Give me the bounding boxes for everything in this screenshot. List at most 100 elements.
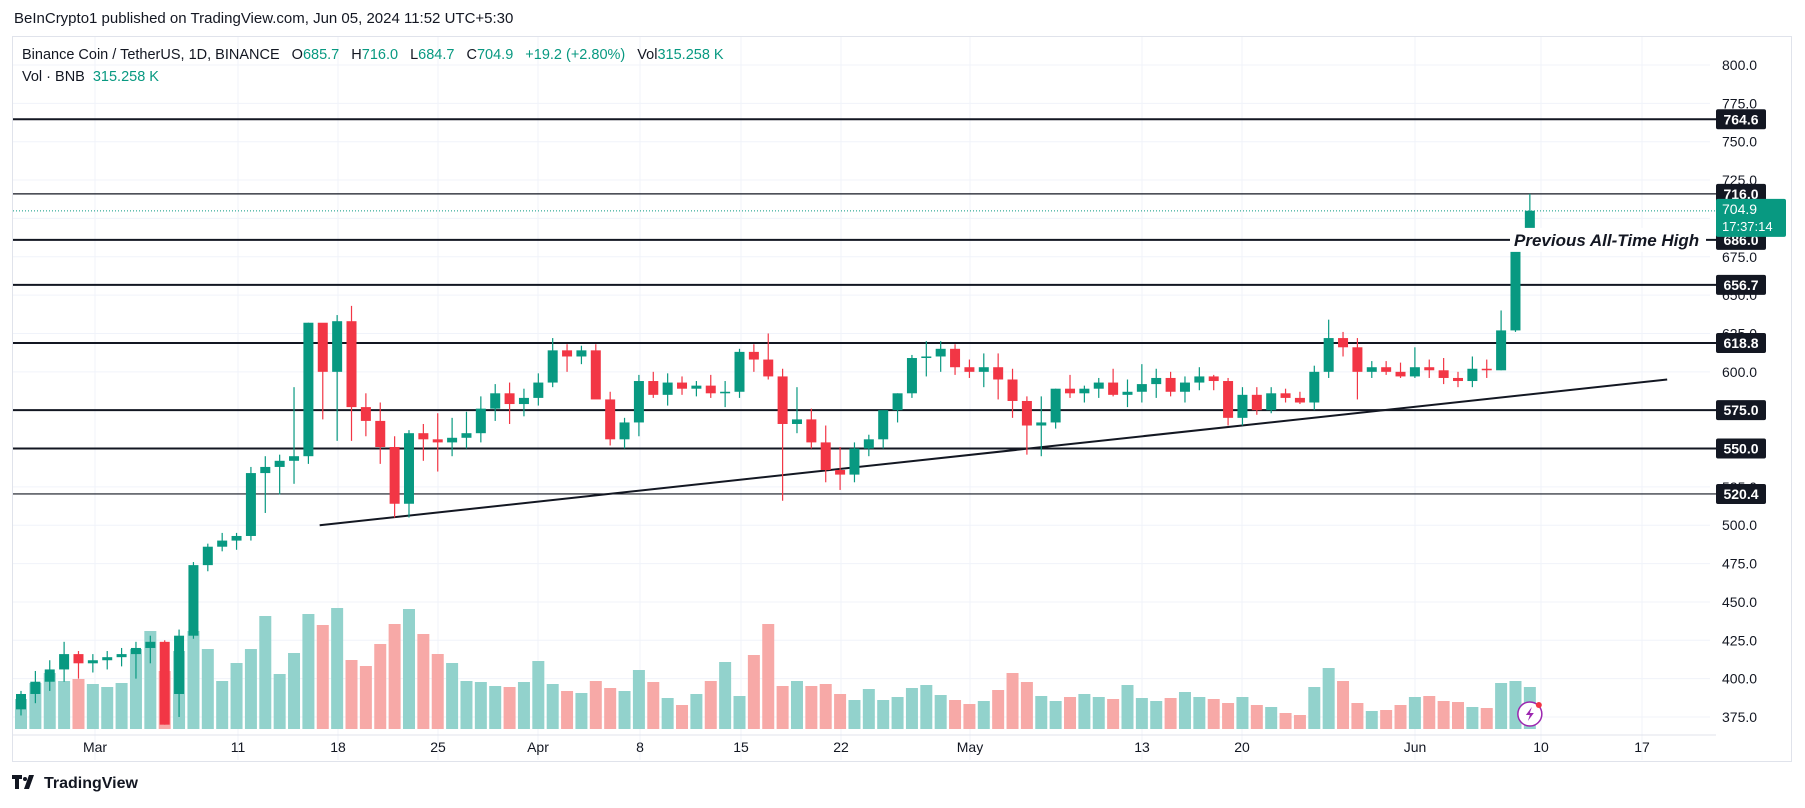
volume-series-label[interactable]: Vol · BNB	[22, 69, 85, 85]
level-tag-bg	[1716, 332, 1766, 353]
volume-bar	[1452, 702, 1464, 729]
candle-body	[174, 635, 185, 694]
annotation-bg	[1510, 227, 1706, 252]
candle-body	[260, 466, 271, 474]
symbol-legend: Binance Coin / TetherUS, 1D, BINANCE O68…	[22, 44, 732, 88]
volume-bar	[891, 697, 904, 729]
level-tag-label: 716.0	[1723, 186, 1758, 202]
candle-body	[1065, 388, 1076, 394]
volume-bar	[1207, 699, 1220, 729]
candle-body	[1409, 367, 1420, 377]
candle-body	[1007, 379, 1018, 401]
legend-row-price: Binance Coin / TetherUS, 1D, BINANCE O68…	[22, 44, 732, 66]
x-tick-label: 25	[430, 739, 446, 755]
candle-body	[921, 356, 932, 359]
volume-bar	[129, 649, 142, 729]
candle-body	[892, 393, 903, 411]
candle-body	[1165, 377, 1176, 392]
volume-bar	[905, 688, 918, 729]
tradingview-logo-icon	[12, 775, 38, 793]
candle-body	[605, 399, 616, 440]
candle-body	[1496, 330, 1507, 371]
candle-body	[1524, 210, 1535, 240]
y-tick-label: 400.0	[1722, 671, 1757, 687]
candle-body	[748, 351, 759, 360]
symbol-name[interactable]: Binance Coin / TetherUS, 1D, BINANCE	[22, 47, 280, 63]
level-tag-label: 520.4	[1723, 486, 1758, 502]
volume-bar	[992, 690, 1005, 729]
candle-body	[820, 442, 831, 471]
candle-body	[418, 433, 429, 440]
candle-body	[576, 350, 587, 357]
volume-bar	[1092, 697, 1105, 729]
volume-bar	[187, 631, 200, 729]
candle-body	[1036, 422, 1047, 426]
volume-value: 315.258 K	[657, 47, 724, 63]
volume-bar	[690, 694, 703, 729]
candle-body	[1179, 382, 1190, 392]
volume-bar	[431, 654, 444, 729]
candle-body	[849, 448, 860, 475]
volume-bar	[1322, 668, 1335, 729]
candle-body	[590, 350, 601, 400]
volume-bar	[1164, 698, 1177, 729]
candle-body	[533, 382, 544, 398]
candle-body	[1079, 388, 1090, 394]
candle-body	[375, 420, 386, 447]
candle-body	[1467, 368, 1478, 382]
candle-body	[1050, 388, 1061, 423]
volume-bar	[474, 682, 487, 729]
level-tag-bg	[1716, 183, 1766, 204]
candle-body	[116, 654, 127, 658]
open-value: 685.7	[302, 47, 340, 63]
x-tick-label: 20	[1234, 739, 1250, 755]
horizontal-levels	[13, 118, 1716, 495]
volume-bar	[216, 681, 229, 729]
level-tag-bg	[1716, 438, 1766, 459]
volume-bar	[446, 663, 459, 729]
volume-bar	[1351, 703, 1364, 729]
volume-bar	[819, 684, 832, 729]
tradingview-footer[interactable]: TradingView	[12, 775, 138, 793]
volume-bar	[1279, 713, 1292, 729]
x-tick-label: 22	[833, 739, 849, 755]
volume-bar	[862, 689, 875, 729]
candle-body	[1251, 394, 1262, 411]
candle-body	[289, 456, 300, 461]
candle-body	[720, 391, 731, 394]
candle-body	[389, 446, 400, 504]
level-tag-bg	[1716, 400, 1766, 421]
candle-body	[964, 367, 975, 372]
volume-bar	[776, 686, 789, 729]
volume-bar	[1064, 697, 1077, 729]
volume-bar	[1035, 696, 1048, 729]
chart-frame[interactable]	[12, 36, 1792, 762]
volume-bar	[302, 614, 315, 729]
candle-body	[1208, 376, 1219, 382]
y-tick-label: 600.0	[1722, 364, 1757, 380]
volume-bar	[747, 655, 760, 729]
volume-bar	[201, 649, 214, 729]
candle-body	[188, 565, 199, 636]
volume-bar	[1078, 694, 1091, 729]
x-tick-label: Mar	[83, 739, 107, 755]
volume-bar	[1408, 697, 1421, 729]
volume-bar	[230, 663, 243, 729]
candle-body	[332, 321, 343, 372]
candle-body	[950, 348, 961, 368]
volume-bar	[604, 688, 617, 729]
candle-body	[1309, 371, 1320, 403]
candle-body	[73, 654, 84, 664]
candle-body	[1223, 381, 1234, 418]
volume-bar	[920, 685, 933, 729]
level-tag-bg	[1716, 274, 1766, 295]
volume-bar	[460, 681, 473, 729]
candle-body	[547, 350, 558, 383]
y-tick-label: 450.0	[1722, 594, 1757, 610]
volume-bar	[288, 653, 301, 729]
volume-bar	[1480, 708, 1493, 729]
level-tag-label: 656.7	[1723, 277, 1758, 293]
volume-bar	[1135, 698, 1148, 729]
candle-body	[1381, 367, 1392, 372]
